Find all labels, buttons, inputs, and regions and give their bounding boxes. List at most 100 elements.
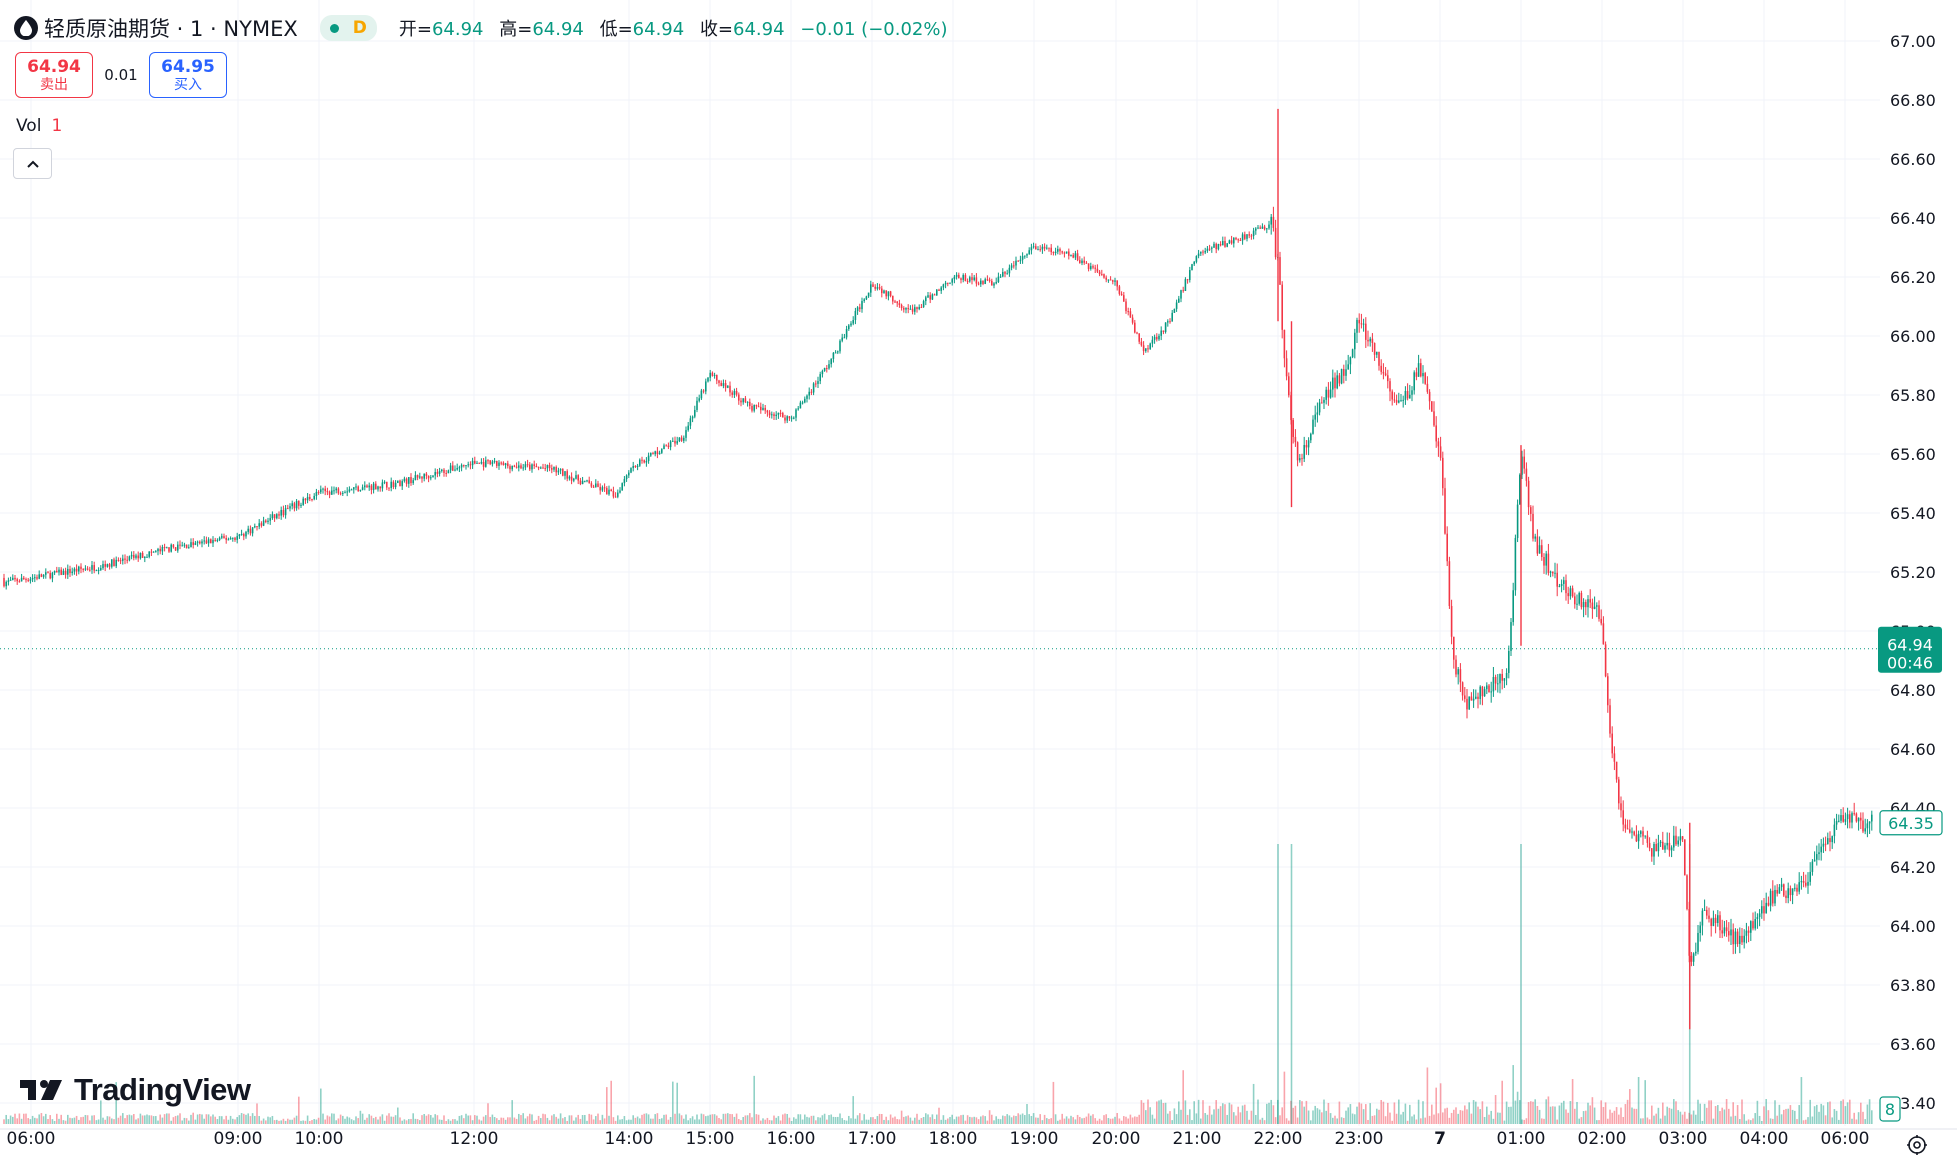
volume-bar [1103,1115,1105,1124]
settings-icon[interactable] [1904,1132,1930,1158]
candle-body [1677,840,1679,845]
volume-bar [1719,1111,1721,1124]
candle-body [876,287,879,289]
volume-bar [5,1114,7,1124]
volume-bar [361,1113,364,1124]
candle-body [7,580,10,582]
candle-body [1642,831,1644,837]
volume-legend[interactable]: Vol 1 [16,116,62,136]
volume-bar [713,1114,716,1124]
volume-bar [797,1114,799,1124]
candle-body [982,280,984,284]
candle-body [608,489,610,495]
candle-body [1611,733,1613,754]
candle-body [669,441,672,448]
volume-bar [764,1119,766,1124]
volume-bar [1384,1116,1387,1124]
candle-body [1446,533,1448,562]
candle-body [97,569,100,571]
volume-bar [1477,1106,1479,1124]
volume-bar [1560,1102,1563,1124]
candle-body [1835,821,1838,825]
candle-body [361,487,364,490]
collapse-legend-button[interactable] [13,148,52,179]
session-badge[interactable]: D [319,15,377,41]
candle-body [326,491,329,493]
ohlc-close-label: 收= [699,19,734,40]
candle-body [953,276,956,280]
candle-body [1050,247,1052,253]
volume-bar [597,1113,599,1124]
volume-bar [916,1113,918,1124]
volume-bar [452,1119,454,1124]
candle-body [1646,835,1649,843]
volume-bar [80,1117,82,1124]
candle-body [25,579,27,581]
symbol-title[interactable]: 轻质原油期货 · 1 · NYMEX [44,17,298,41]
candle-body [588,480,590,484]
candle-body [1283,329,1286,359]
sell-button[interactable]: 64.94 卖出 [15,52,93,98]
candle-body [36,577,38,579]
volume-bar [696,1114,698,1124]
candle-body [1831,836,1833,843]
volume-bar [229,1115,232,1124]
tradingview-logo[interactable]: TradingView [20,1072,251,1108]
candle-body [1728,931,1730,936]
candle-body [760,406,762,411]
candle-body [958,274,960,279]
volume-bar [284,1120,287,1124]
volume-bar [1017,1113,1019,1124]
volume-bar [1362,1109,1365,1124]
candle-body [273,514,276,519]
candle-body [333,490,335,492]
candle-body [1233,237,1235,244]
candle-body [955,274,958,277]
candle-body [1178,298,1180,303]
candle-body [1153,336,1156,340]
candle-body [1846,814,1849,820]
candle-body [1426,383,1429,392]
volume-bar [1378,1109,1380,1124]
candle-body [1017,260,1019,262]
candle-body [1116,280,1118,287]
candle-body [276,514,278,519]
candle-body [1114,280,1116,282]
volume-bar [1758,1115,1761,1124]
volume-bar [1026,1104,1028,1124]
volume-bar [172,1117,175,1124]
volume-bar [940,1119,942,1124]
volume-bar [1455,1107,1457,1124]
candle-body [1015,260,1017,266]
candle-body [518,465,520,468]
volume-bar [295,1115,298,1124]
candle-body [1871,814,1873,822]
volume-bar [1158,1100,1160,1124]
candle-body [1754,919,1756,929]
candle-body [1206,248,1209,251]
candle-body [425,473,428,476]
countdown-label: 00:46 [1887,654,1933,673]
volume-bar [36,1118,38,1124]
volume-bar [883,1119,885,1124]
buy-button[interactable]: 64.95 买入 [149,52,227,98]
candle-body [535,465,538,468]
candle-body [1321,402,1323,404]
candle-body [14,577,16,580]
volume-bar [1057,1120,1059,1124]
candle-body [513,465,516,467]
candle-body [1314,414,1316,420]
candle-body [892,295,894,302]
candle-body [1558,585,1561,587]
volume-bar [474,1115,476,1124]
volume-bar [1054,1114,1057,1124]
candle-body [1813,859,1816,862]
volume-bar [62,1120,65,1124]
volume-bar [1631,1107,1633,1124]
volume-bar [322,1113,324,1124]
candle-body [1651,848,1653,857]
volume-bar [799,1114,802,1124]
candle-body [328,491,331,495]
volume-bar [146,1114,148,1124]
